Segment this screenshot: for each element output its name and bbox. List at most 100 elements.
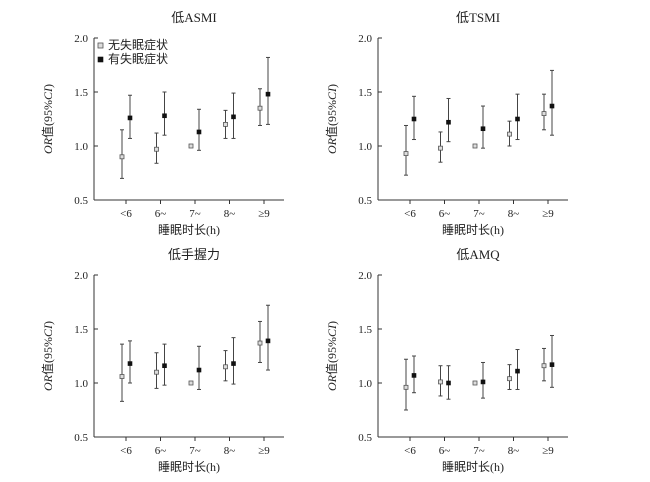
x-axis-label: 睡眠时长(h) bbox=[158, 223, 220, 237]
chart-title: 低TSMI bbox=[456, 10, 500, 25]
y-axis-label-part: ) bbox=[41, 321, 55, 325]
chart-title: 低手握力 bbox=[168, 247, 220, 262]
data-point-no-insomnia bbox=[154, 369, 159, 375]
y-axis-label-part: CI bbox=[41, 87, 55, 100]
x-tick-label: 7~ bbox=[473, 208, 485, 220]
x-axis-label: 睡眠时长(h) bbox=[442, 223, 504, 237]
y-axis-label-part: CI bbox=[325, 87, 339, 100]
x-tick-label: <6 bbox=[404, 208, 416, 220]
data-point-insomnia bbox=[446, 380, 451, 386]
data-point-insomnia bbox=[231, 361, 236, 366]
y-tick-label: 2.0 bbox=[358, 270, 372, 282]
x-axis-label: 睡眠时长(h) bbox=[158, 460, 220, 474]
data-point-insomnia bbox=[196, 129, 202, 135]
x-tick-label: 6~ bbox=[155, 445, 167, 457]
legend-marker-insomnia bbox=[97, 56, 104, 63]
data-point-insomnia bbox=[231, 114, 236, 120]
y-axis-label-part: ) bbox=[41, 84, 55, 88]
x-tick-label: ≥9 bbox=[258, 445, 270, 457]
x-tick-label: 6~ bbox=[439, 208, 451, 220]
y-axis-label: OR值(95%CI) bbox=[40, 84, 55, 154]
y-axis-label-part: 值(95% bbox=[324, 337, 339, 375]
data-point-no-insomnia bbox=[154, 146, 159, 152]
data-point-insomnia bbox=[549, 103, 555, 109]
x-tick-label: 7~ bbox=[473, 445, 485, 457]
data-point-no-insomnia bbox=[403, 151, 409, 156]
y-axis-label-part: 值(95% bbox=[324, 100, 339, 138]
data-point-insomnia bbox=[127, 361, 133, 366]
y-tick-label: 1.0 bbox=[358, 378, 372, 390]
x-tick-label: ≥9 bbox=[258, 208, 270, 220]
y-axis-label-part: CI bbox=[41, 324, 55, 337]
chart-title: 低ASMI bbox=[171, 10, 217, 25]
y-axis-label: OR值(95%CI) bbox=[324, 84, 339, 154]
y-axis-label-part: OR bbox=[325, 374, 339, 391]
chart-panel-tsmi: 低TSMI 0.5 1.0 1.5 2.0 OR值(95%CI) <6 6~ 7~ 8~ ≥9 睡眠时… bbox=[324, 10, 568, 237]
y-tick-label: 0.5 bbox=[358, 195, 372, 207]
y-tick-label: 1.5 bbox=[358, 87, 372, 99]
y-tick-label: 2.0 bbox=[74, 270, 88, 282]
data-point-no-insomnia bbox=[507, 376, 512, 382]
y-tick-label: 1.5 bbox=[74, 87, 88, 99]
data-point-no-insomnia bbox=[403, 384, 409, 390]
x-tick-label: <6 bbox=[120, 208, 132, 220]
data-point-no-insomnia bbox=[188, 380, 194, 386]
x-tick-label: ≥9 bbox=[542, 445, 554, 457]
y-axis-label: OR值(95%CI) bbox=[40, 321, 55, 391]
x-tick-label: 8~ bbox=[224, 208, 236, 220]
data-point-no-insomnia bbox=[438, 145, 443, 151]
data-point-no-insomnia bbox=[119, 374, 125, 379]
y-axis-label-part: 值(95% bbox=[40, 337, 55, 375]
y-tick-label: 2.0 bbox=[74, 33, 88, 45]
data-point-no-insomnia bbox=[507, 131, 512, 137]
data-point-insomnia bbox=[515, 116, 520, 122]
x-tick-label: <6 bbox=[120, 445, 132, 457]
data-point-no-insomnia bbox=[541, 111, 547, 116]
x-tick-label: 8~ bbox=[224, 445, 236, 457]
y-axis-label-part: CI bbox=[325, 324, 339, 337]
legend-label-no-insomnia: 无失眠症状 bbox=[108, 37, 168, 52]
data-point-no-insomnia bbox=[472, 380, 478, 386]
data-point-insomnia bbox=[162, 363, 167, 369]
y-tick-label: 1.0 bbox=[358, 141, 372, 153]
y-axis-label-part: ) bbox=[325, 321, 339, 325]
legend-label-insomnia: 有失眠症状 bbox=[108, 51, 168, 66]
data-point-insomnia bbox=[549, 362, 555, 367]
data-point-insomnia bbox=[162, 113, 167, 119]
chart-panel-asmi: 低ASMI 0.5 1.0 1.5 2.0 OR值(95%CI) <6 6~ 7~ 8~ ≥9 睡眠时… bbox=[40, 10, 284, 237]
y-axis-label-part: OR bbox=[41, 137, 55, 154]
y-tick-label: 0.5 bbox=[358, 432, 372, 444]
y-axis-label-part: 值(95% bbox=[40, 100, 55, 138]
x-tick-label: 6~ bbox=[155, 208, 167, 220]
y-axis-label-part: OR bbox=[325, 137, 339, 154]
data-point-insomnia bbox=[196, 367, 202, 373]
y-tick-label: 1.0 bbox=[74, 378, 88, 390]
data-point-insomnia bbox=[127, 115, 133, 121]
y-tick-label: 0.5 bbox=[74, 195, 88, 207]
data-point-no-insomnia bbox=[188, 143, 194, 149]
x-tick-label: 7~ bbox=[189, 208, 201, 220]
data-point-no-insomnia bbox=[472, 143, 478, 149]
x-tick-label: 8~ bbox=[508, 208, 520, 220]
data-point-no-insomnia bbox=[257, 340, 263, 346]
y-tick-label: 0.5 bbox=[74, 432, 88, 444]
data-point-insomnia bbox=[480, 379, 486, 385]
chart-panel-grip: 低手握力 0.5 1.0 1.5 2.0 OR值(95%CI) <6 6~ 7~ 8~ ≥9 睡眠时长… bbox=[40, 247, 284, 474]
x-tick-label: ≥9 bbox=[542, 208, 554, 220]
y-tick-label: 1.0 bbox=[74, 141, 88, 153]
data-point-insomnia bbox=[515, 368, 520, 374]
data-point-insomnia bbox=[411, 116, 417, 122]
x-tick-label: 8~ bbox=[508, 445, 520, 457]
data-point-no-insomnia bbox=[223, 122, 228, 127]
data-point-no-insomnia bbox=[438, 379, 443, 385]
y-tick-label: 2.0 bbox=[358, 33, 372, 45]
chart-title: 低AMQ bbox=[456, 247, 500, 262]
data-point-no-insomnia bbox=[223, 364, 228, 370]
data-point-insomnia bbox=[265, 338, 271, 344]
x-tick-label: 6~ bbox=[439, 445, 451, 457]
x-axis-label: 睡眠时长(h) bbox=[442, 460, 504, 474]
chart-panel-amq: 低AMQ 0.5 1.0 1.5 2.0 OR值(95%CI) <6 6~ 7~ 8~ ≥9 睡眠时长… bbox=[324, 247, 568, 474]
